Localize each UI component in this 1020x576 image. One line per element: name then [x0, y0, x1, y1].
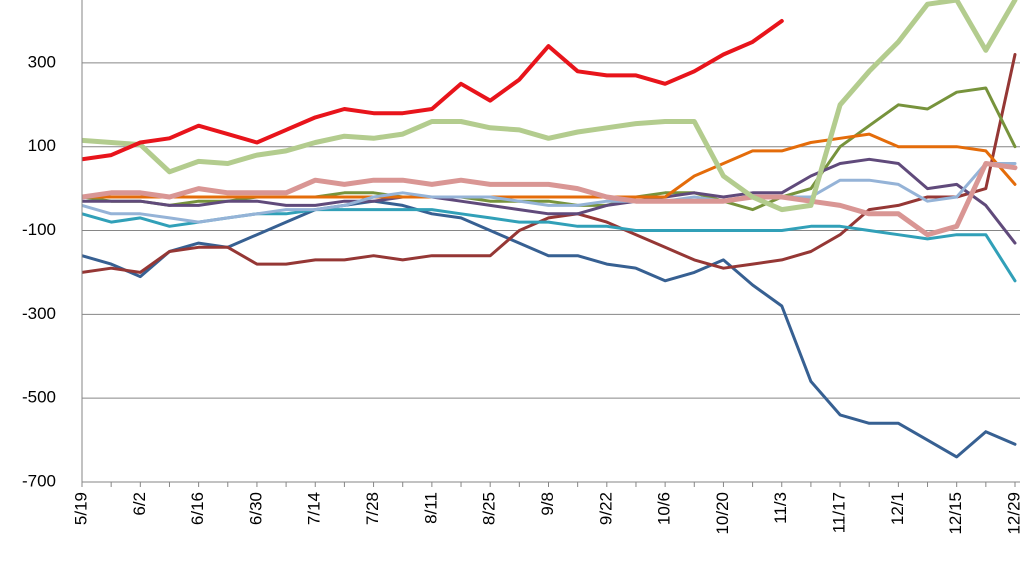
- series-line: [82, 199, 1017, 459]
- series-line: [82, 161, 1018, 238]
- x-tick-label: 11/3: [771, 492, 790, 524]
- x-tick-label: 5/19: [71, 492, 90, 525]
- series-line: [82, 157, 1017, 245]
- y-tick-label: 100: [28, 136, 56, 155]
- series-line: [82, 19, 784, 162]
- series-line: [82, 53, 1017, 274]
- y-tick-label: -100: [22, 220, 56, 239]
- x-tick-label: 8/25: [480, 492, 499, 525]
- x-tick-label: 7/14: [305, 492, 324, 525]
- x-tick-label: 7/28: [363, 492, 382, 525]
- series-line: [82, 162, 1017, 224]
- grid: [82, 62, 1020, 483]
- series-line: [82, 0, 1018, 213]
- axes: -700 -500 -300 -100 100 300 5/19 6/2 6/16 6/30 7/1…: [22, 0, 1020, 535]
- y-tick-label: -500: [22, 388, 56, 407]
- x-tick-label: 8/11: [421, 492, 440, 524]
- plot-area: [82, 0, 1018, 459]
- y-tick-label: -700: [22, 471, 56, 490]
- y-tick-label: -300: [22, 304, 56, 323]
- x-tick-label: 6/16: [188, 492, 207, 525]
- x-tick-label: 6/30: [246, 492, 265, 525]
- x-tick-label: 10/20: [713, 492, 732, 535]
- x-tick-label: 10/6: [655, 492, 674, 525]
- x-tick-label: 11/17: [830, 492, 849, 533]
- series-line: [82, 132, 1017, 199]
- x-tick-label: 12/29: [1004, 492, 1020, 535]
- x-tick-label: 12/1: [888, 492, 907, 525]
- x-tick-label: 6/2: [130, 492, 149, 516]
- y-tick-label: 300: [28, 52, 56, 71]
- x-tick-label: 9/8: [538, 492, 557, 516]
- x-tick-label: 9/22: [596, 492, 615, 525]
- x-tick-label: 12/15: [946, 492, 965, 535]
